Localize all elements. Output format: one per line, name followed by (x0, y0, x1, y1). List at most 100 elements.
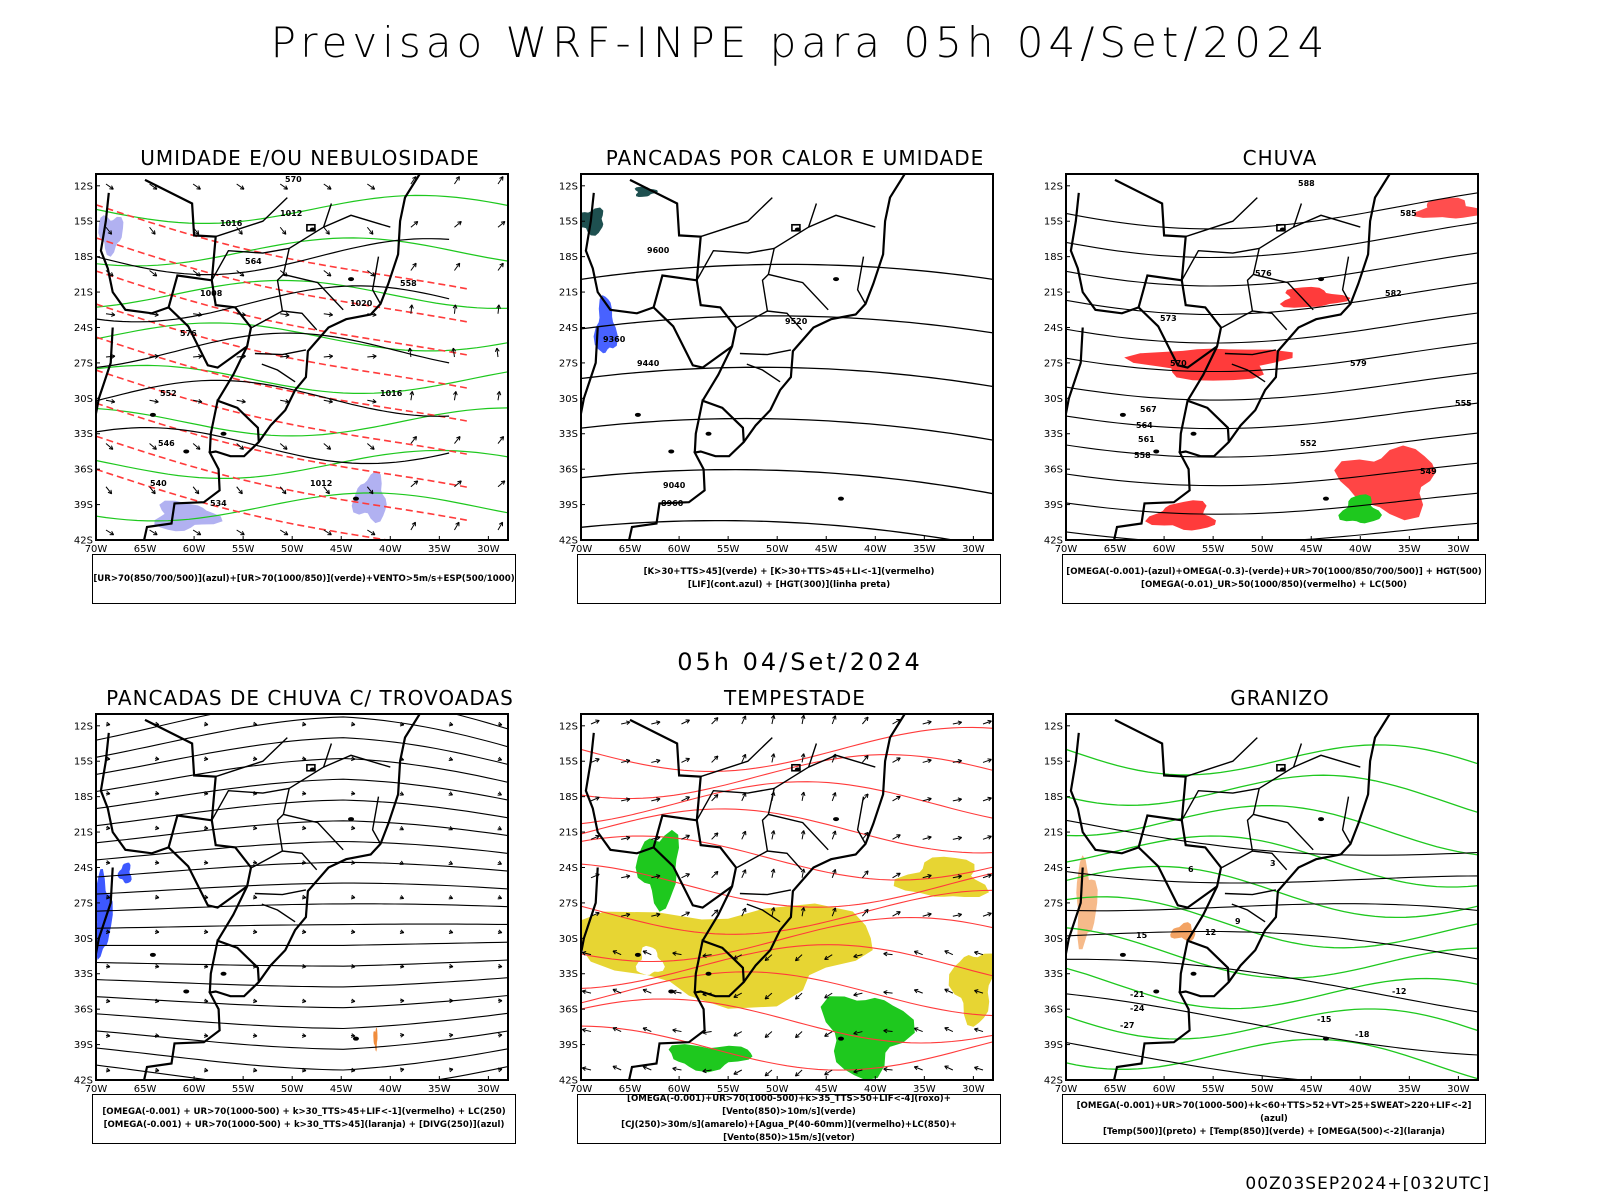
panel-chuva: CHUVA 588 585 582 579 576 573 570 567 564 561 558 5… (1040, 146, 1520, 616)
border-line (1221, 310, 1288, 331)
streamline-arrow-head (154, 756, 160, 762)
streamline-arrow-head (301, 963, 307, 969)
contour-label: -15 (1317, 1015, 1332, 1024)
wind-vector (621, 836, 631, 840)
streamline-arrow-head (399, 791, 404, 796)
border-line (652, 814, 733, 909)
temp500-contour (1066, 870, 1478, 884)
wind-vector-head (957, 720, 962, 726)
plot-frame (95, 173, 509, 541)
lon-label: 55W (232, 544, 255, 555)
streamline-arrow-head (252, 721, 258, 727)
wind-vector (642, 1065, 652, 1071)
plot-background (581, 174, 993, 540)
legend-line: [OMEGA(-0.001) + UR>70(1000-500) + k>30_… (102, 1107, 506, 1117)
streamline-arrow-head (154, 894, 160, 900)
border-line (282, 743, 333, 815)
contour-label: 570 (285, 175, 302, 184)
temp850-contour (1066, 805, 1478, 856)
streamline-850 (581, 754, 993, 800)
wind-arrow (279, 486, 287, 495)
wind-vector (651, 721, 661, 725)
wind-vector-head (642, 950, 648, 955)
wind-vector-head (853, 992, 858, 997)
wind-arrow-head (198, 312, 203, 317)
wind-vector (711, 755, 719, 763)
border-line (261, 903, 296, 923)
wind-vector (974, 951, 984, 956)
lake-mark (183, 449, 190, 454)
wind-arrow-head (409, 391, 415, 396)
wind-vector-head (800, 714, 806, 720)
wind-vector-head (702, 953, 707, 958)
wind-arrow (236, 443, 244, 450)
wind-vector (914, 989, 923, 994)
border-line (1069, 192, 1139, 315)
wind-arrow-head (372, 398, 377, 404)
wind-arrow-head (197, 398, 203, 404)
contour-label: 9520 (785, 317, 808, 326)
wind-vector-head (913, 1065, 919, 1071)
streamline-arrow-head (154, 790, 160, 796)
wind-vector-head (974, 950, 979, 956)
legend-line: [OMEGA(-0.001)+UR>70(1000-500)+k<60+TTS>… (1076, 1100, 1472, 1124)
lat-label: 18S (1044, 252, 1063, 263)
lake-mark (1322, 1036, 1329, 1041)
wind-arrow (149, 529, 158, 536)
wind-vector (651, 798, 661, 802)
streamline-arrow-head (350, 825, 356, 831)
wind-vector-head (742, 869, 747, 874)
legend-line: [K>30+TTS>45](verde) + [K>30+TTS>45+LI<-… (643, 567, 935, 577)
wind-vector (883, 1030, 893, 1033)
lat-label: 27S (1044, 898, 1063, 909)
wind-vector (801, 715, 805, 725)
streamline-arrow-head (301, 894, 307, 900)
border-line (808, 214, 876, 228)
lake-mark (634, 952, 641, 957)
border-line (761, 813, 829, 852)
panel-granizo: GRANIZO -21 -24 -27 -18 -15 -12 15 12 9 6 3 12S 15S 1… (1040, 686, 1520, 1156)
wind-vector (824, 954, 833, 960)
lon-label: 35W (1398, 544, 1421, 555)
wind-arrow-head (196, 272, 201, 277)
wind-arrow-head (372, 354, 377, 359)
wind-vector-head (800, 868, 806, 873)
contour-label: -24 (1130, 1004, 1145, 1013)
wind-vector-head (764, 1033, 770, 1038)
wind-arrow-head (285, 312, 290, 317)
hgt500-contour (1066, 192, 1478, 230)
wind-vector (621, 875, 631, 879)
wind-vector (702, 1069, 712, 1072)
streamline-arrow-head (498, 998, 503, 1004)
wind-vector (982, 797, 992, 802)
streamline-arrow-head (497, 756, 503, 762)
border-line (746, 363, 781, 383)
lon-label: 40W (864, 544, 887, 555)
lon-label: 55W (717, 544, 740, 555)
wind-vector-head (713, 870, 719, 876)
wind-arrow (410, 176, 417, 185)
border-line (693, 399, 745, 453)
legend-line: [OMEGA(-0.001)+UR>70(1000-500)+k>35_TTS>… (627, 1094, 951, 1117)
wind-vector-head (581, 1066, 587, 1071)
wind-vector (741, 907, 747, 917)
wind-vector (853, 992, 863, 996)
wind-arrow-head (154, 398, 159, 404)
wind-vector (702, 1031, 712, 1034)
lon-label: 40W (1349, 544, 1372, 555)
lake-mark (833, 817, 840, 822)
plot-frame (1065, 713, 1479, 1081)
wind-arrow-head (451, 347, 457, 352)
legend-line: [UR>70(850/700/500)](azul)+[UR>70(1000/8… (93, 573, 515, 584)
panel-title: PANCADAS DE CHUVA C/ TROVOADAS (106, 686, 514, 710)
streamline-250 (96, 959, 508, 967)
contour-label: 585 (1400, 209, 1417, 218)
lon-label: 65W (1104, 544, 1127, 555)
wind-arrow-head (496, 391, 502, 396)
wind-arrow (367, 399, 377, 403)
lon-label: 65W (619, 1084, 642, 1095)
wind-arrow (323, 399, 333, 403)
wind-arrow (105, 529, 114, 536)
border-line (211, 247, 290, 281)
wind-arrow-head (198, 354, 203, 359)
